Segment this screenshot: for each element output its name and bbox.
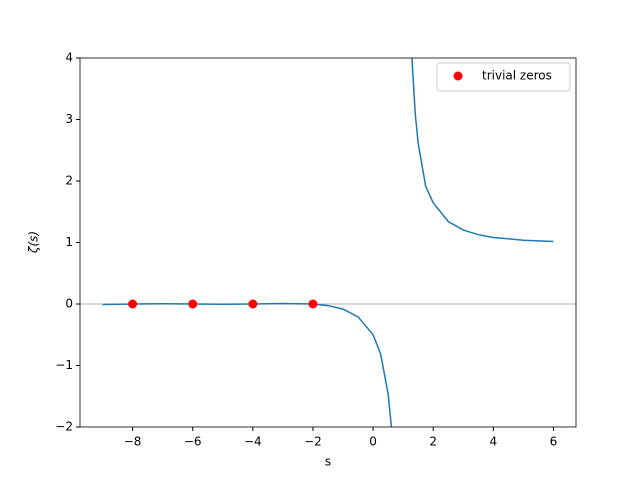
x-tick-label: −4 bbox=[244, 435, 262, 449]
x-tick-label: 2 bbox=[429, 435, 437, 449]
y-tick-label: 0 bbox=[65, 297, 73, 311]
zero-marker bbox=[308, 299, 318, 309]
zeta-curve bbox=[102, 58, 554, 427]
zero-marker bbox=[188, 299, 198, 309]
legend-marker bbox=[453, 71, 463, 81]
x-tick-label: −2 bbox=[304, 435, 322, 449]
x-tick-label: 4 bbox=[490, 435, 498, 449]
y-axis-label: ζ(s) bbox=[27, 231, 41, 254]
zero-marker bbox=[248, 299, 258, 309]
plot-area bbox=[102, 58, 554, 427]
zero-marker bbox=[128, 299, 138, 309]
x-tick-label: −6 bbox=[184, 435, 202, 449]
y-tick-label: 2 bbox=[65, 174, 73, 188]
legend-box bbox=[436, 62, 571, 92]
y-tick-label: 3 bbox=[65, 112, 73, 126]
x-tick-label: 0 bbox=[369, 435, 377, 449]
x-tick-label: 6 bbox=[550, 435, 558, 449]
axes-frame bbox=[79, 57, 577, 428]
legend-label: trivial zeros bbox=[482, 69, 552, 83]
y-tick-label: 4 bbox=[65, 51, 73, 65]
y-tick-label: 1 bbox=[65, 235, 73, 249]
x-axis-label: s bbox=[325, 455, 331, 469]
y-tick-label: −1 bbox=[55, 358, 73, 372]
y-tick-label: −2 bbox=[55, 420, 73, 434]
x-tick-label: −8 bbox=[124, 435, 142, 449]
